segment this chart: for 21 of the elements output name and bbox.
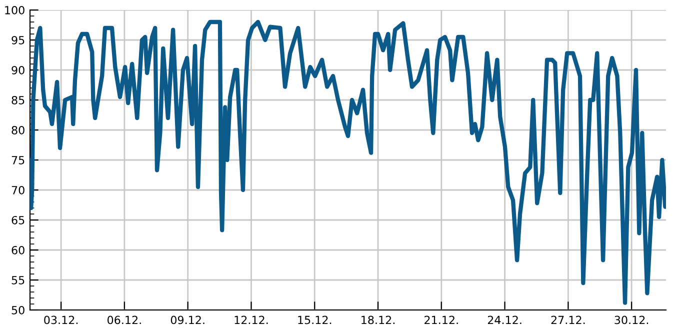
y-tick-label: 90 — [12, 66, 24, 74]
y-tick-label: 55 — [12, 276, 24, 284]
x-tick-label: 15.12. — [298, 316, 332, 324]
y-tick-label: 70 — [12, 186, 24, 194]
y-tick-label: 95 — [12, 36, 24, 44]
y-tick-label: 50 — [12, 306, 24, 314]
x-tick-label: 12.12. — [234, 316, 268, 324]
x-tick-label: 27.12. — [551, 316, 585, 324]
y-tick-label: 100 — [5, 6, 24, 14]
x-tick-label: 18.12. — [362, 316, 394, 324]
y-tick-label: 85 — [12, 96, 24, 104]
x-tick-label: 21.12. — [424, 316, 458, 324]
x-tick-label: 03.12. — [44, 316, 78, 324]
x-tick-label: 09.12. — [170, 316, 204, 324]
y-tick-label: 75 — [12, 156, 24, 164]
y-tick-label: 80 — [12, 126, 24, 134]
x-tick-label: 30.12. — [614, 316, 648, 324]
x-tick-label: 24.12. — [488, 316, 522, 324]
y-tick-label: 65 — [12, 216, 24, 224]
y-tick-label: 60 — [12, 246, 24, 254]
x-tick-label: 06.12. — [108, 316, 141, 324]
